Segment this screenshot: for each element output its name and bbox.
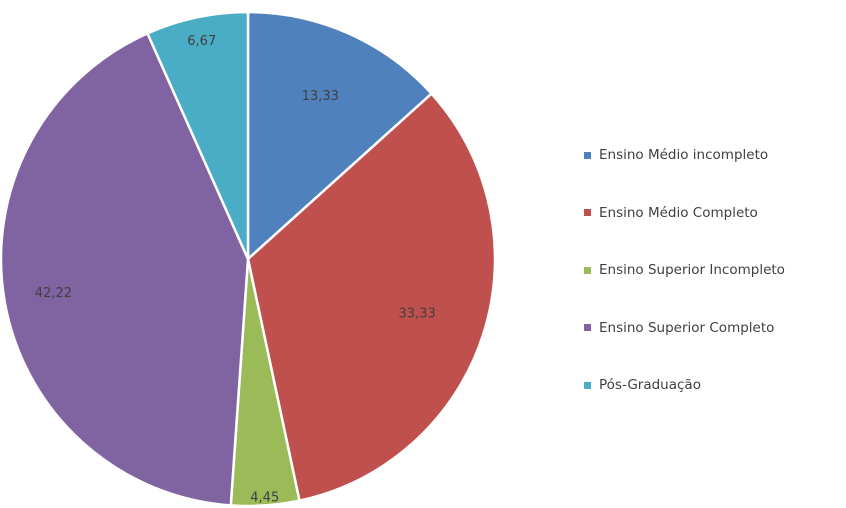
legend-swatch-ensino-superior-completo <box>584 324 591 331</box>
legend: Ensino Médio incompleto Ensino Médio Com… <box>584 144 785 432</box>
legend-item-ensino-medio-incompleto: Ensino Médio incompleto <box>584 144 785 166</box>
legend-item-ensino-medio-completo: Ensino Médio Completo <box>584 202 785 224</box>
legend-label-ensino-medio-incompleto: Ensino Médio incompleto <box>599 147 769 163</box>
legend-label-ensino-medio-completo: Ensino Médio Completo <box>599 204 758 221</box>
pie-slice-pos-graduacao <box>146 10 250 261</box>
pie-slice-ensino-superior-completo <box>0 32 250 507</box>
data-label-ensino-superior-incompleto: 4,45 <box>250 491 279 506</box>
data-label-ensino-medio-completo: 33,33 <box>399 306 436 321</box>
data-label-ensino-medio-incompleto: 13,33 <box>302 89 339 104</box>
data-label-pos-graduacao: 6,67 <box>187 34 216 49</box>
legend-label-ensino-superior-completo: Ensino Superior Completo <box>599 319 775 336</box>
pie-slice-ensino-medio-completo <box>246 92 497 502</box>
legend-item-pos-graduacao: Pós-Graduação <box>584 374 785 396</box>
legend-swatch-ensino-medio-incompleto <box>584 151 591 159</box>
legend-swatch-pos-graduacao <box>584 381 591 389</box>
legend-item-ensino-superior-incompleto: Ensino Superior Incompleto <box>584 259 785 281</box>
legend-item-ensino-superior-completo: Ensino Superior Completo <box>584 317 785 339</box>
data-label-ensino-superior-completo: 42,22 <box>35 286 72 301</box>
legend-swatch-ensino-superior-incompleto <box>584 266 591 274</box>
pie-slice-ensino-medio-incompleto <box>246 10 433 261</box>
legend-swatch-ensino-medio-completo <box>584 209 591 216</box>
legend-label-ensino-superior-incompleto: Ensino Superior Incompleto <box>599 262 785 278</box>
legend-label-pos-graduacao: Pós-Graduação <box>599 377 701 393</box>
